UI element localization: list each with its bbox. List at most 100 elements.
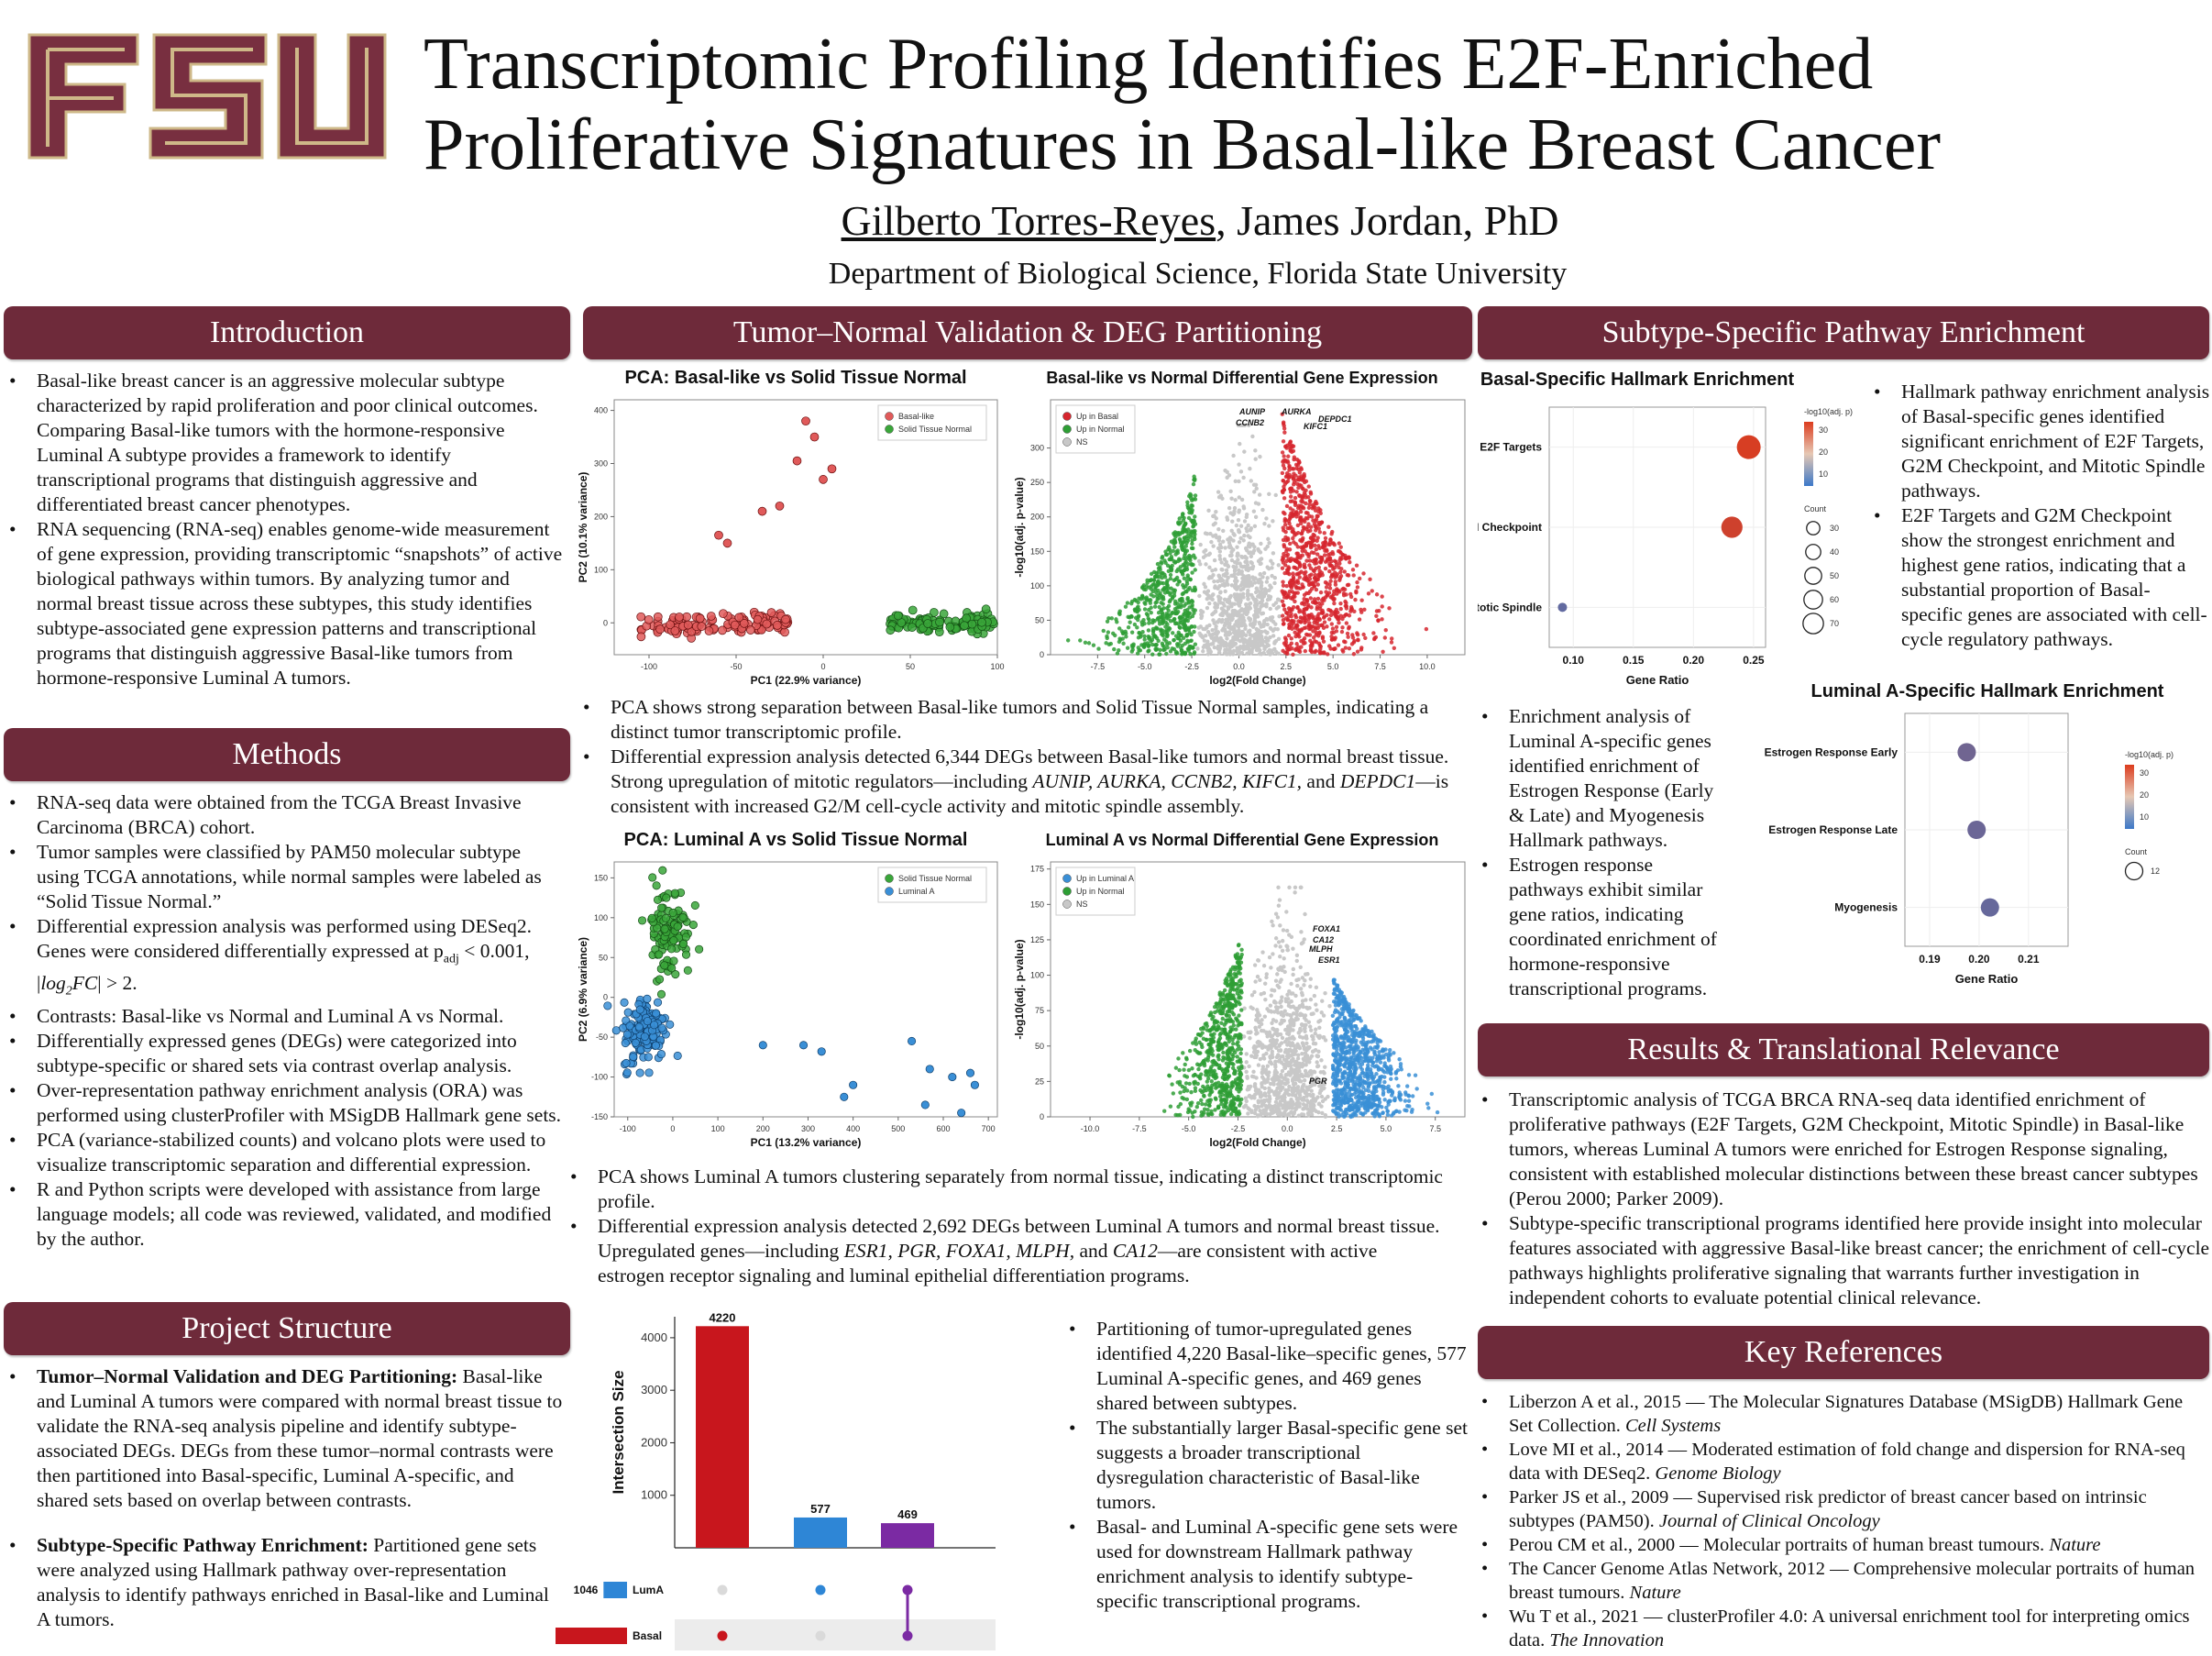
point-ns	[1221, 608, 1227, 613]
point-ns	[1249, 649, 1254, 655]
point-normal	[666, 944, 677, 954]
y-tick-label: 100	[594, 913, 608, 922]
point-ns	[1284, 928, 1290, 933]
point-ns	[1255, 974, 1260, 979]
point-down	[1141, 645, 1147, 649]
point-ns	[1254, 626, 1259, 632]
point-up	[1323, 535, 1328, 541]
point-up	[1340, 647, 1345, 653]
point-ns	[1249, 1110, 1254, 1115]
point-up	[1331, 597, 1337, 602]
point-down	[1215, 1085, 1219, 1089]
point-up	[1326, 524, 1331, 529]
point-ns	[1308, 1056, 1313, 1061]
point-ns	[1271, 1018, 1276, 1022]
point-ns	[1306, 1020, 1312, 1024]
point-ns	[1268, 1081, 1273, 1087]
point-luma	[625, 1021, 634, 1031]
point-down	[1228, 996, 1234, 1001]
point-down	[1190, 1066, 1194, 1071]
points	[1162, 885, 1440, 1120]
point-up	[1292, 471, 1296, 476]
point-normal	[678, 939, 688, 949]
point-ns	[1216, 494, 1222, 500]
point-up	[1280, 599, 1285, 604]
point-ns	[1247, 1094, 1251, 1098]
point-down	[1145, 578, 1150, 583]
point-basal	[714, 530, 723, 540]
point-ns	[1273, 1099, 1279, 1105]
point-up	[1297, 649, 1303, 654]
point-ns	[1242, 423, 1248, 427]
point-ns	[1314, 985, 1319, 990]
x-tick-label: -2.5	[1184, 662, 1199, 671]
point-luma	[908, 1036, 917, 1046]
point-ns	[1317, 1025, 1322, 1030]
point-down	[1222, 1098, 1227, 1102]
point-up	[1341, 586, 1346, 591]
point-ns	[1321, 1086, 1326, 1091]
legend-marker	[885, 887, 894, 896]
point-ns	[1242, 1006, 1247, 1010]
point-ns	[1247, 615, 1251, 621]
point-down	[1181, 512, 1185, 516]
point-ns	[1260, 1045, 1265, 1050]
point-down	[1186, 625, 1192, 630]
point-down	[1179, 633, 1183, 638]
point-ns	[1233, 498, 1238, 502]
point-ns	[1273, 944, 1278, 948]
point-down	[1189, 638, 1194, 643]
point-down	[1209, 1089, 1215, 1094]
point-down	[1235, 1054, 1239, 1059]
point-up	[1338, 601, 1343, 606]
point-ns	[1297, 1078, 1303, 1084]
point-ns	[1236, 585, 1240, 590]
point-luma	[758, 1041, 767, 1050]
point-ns	[1323, 1065, 1327, 1069]
point-down	[1159, 561, 1164, 566]
point-down	[1177, 516, 1182, 521]
point-ns	[1229, 583, 1235, 588]
point-up	[1322, 614, 1327, 619]
point-up	[1298, 556, 1303, 560]
point-luma	[656, 1050, 666, 1059]
point-down	[1181, 1051, 1185, 1055]
x-tick-label: 2.5	[1331, 1124, 1343, 1133]
point-ns	[1246, 592, 1251, 597]
point-ns	[1273, 936, 1279, 941]
point-down	[1238, 1047, 1244, 1052]
point-up	[1311, 615, 1315, 621]
point-ns	[1285, 1043, 1290, 1047]
point-down	[1192, 530, 1196, 535]
point-ns	[1222, 628, 1227, 633]
point-down	[1194, 1104, 1199, 1110]
point-up	[1299, 569, 1304, 574]
point-ns	[1257, 492, 1262, 497]
point-down	[1176, 1104, 1181, 1110]
point-ns	[1237, 495, 1241, 500]
point-down	[1144, 596, 1149, 602]
point-ns	[1319, 1094, 1325, 1099]
point-ns	[1229, 558, 1235, 563]
point-ns	[1293, 1094, 1298, 1098]
point-ns	[1252, 989, 1257, 995]
point-ns	[1254, 586, 1259, 591]
point-down	[1187, 611, 1192, 615]
point-ns	[1241, 574, 1247, 579]
point-up	[1328, 537, 1333, 543]
point-up	[1285, 617, 1290, 623]
point-up	[1326, 644, 1332, 648]
point-down	[1147, 585, 1151, 590]
point-up	[1281, 525, 1285, 530]
point-ns	[1256, 502, 1261, 506]
point-down	[1188, 577, 1193, 582]
point-ns	[1202, 643, 1207, 648]
point-ns	[1304, 1091, 1308, 1096]
point-down	[1183, 544, 1189, 548]
point-ns	[1211, 544, 1216, 548]
point-ns	[1250, 434, 1255, 439]
point-ns	[1206, 552, 1211, 558]
point-up	[1318, 644, 1323, 649]
point-ns	[1267, 1030, 1272, 1034]
point-up	[1281, 478, 1285, 483]
